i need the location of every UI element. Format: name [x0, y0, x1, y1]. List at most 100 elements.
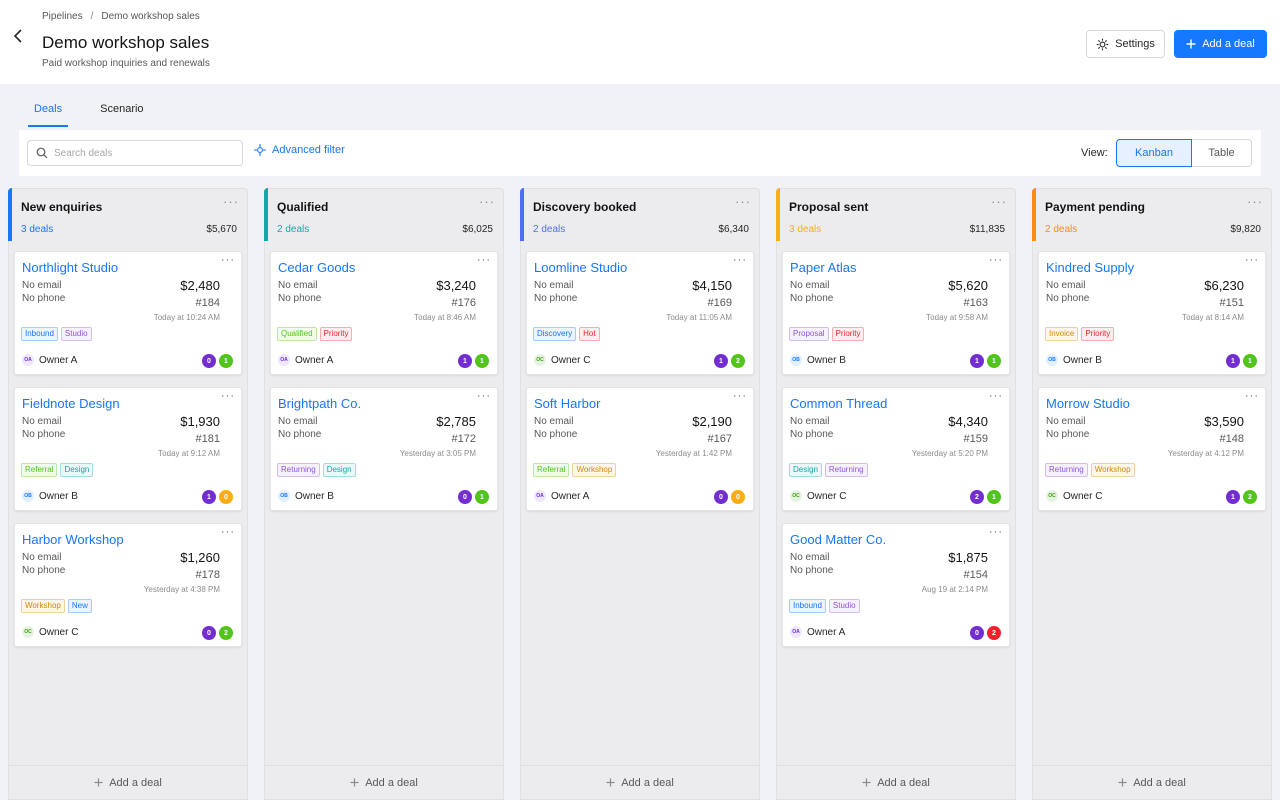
deal-title[interactable]: Common Thread	[790, 396, 888, 411]
card-more-icon[interactable]: ···	[221, 254, 235, 266]
deal-card[interactable]: Harbor Workshop ··· No email No phone $1…	[14, 523, 242, 647]
deal-title[interactable]: Northlight Studio	[22, 260, 119, 275]
deal-id: #169	[707, 297, 732, 309]
card-more-icon[interactable]: ···	[221, 390, 235, 402]
deal-id: #163	[963, 297, 988, 309]
deal-tag: Returning	[1045, 463, 1088, 477]
column-color-bar	[776, 188, 780, 241]
activity-count-badge: 0	[202, 626, 216, 640]
card-more-icon[interactable]: ···	[1245, 254, 1259, 266]
deal-title[interactable]: Loomline Studio	[534, 260, 628, 275]
deal-title[interactable]: Morrow Studio	[1046, 396, 1130, 411]
deal-email: No email	[1046, 280, 1086, 291]
deal-title[interactable]: Cedar Goods	[278, 260, 356, 275]
deal-card[interactable]: Brightpath Co. ··· No email No phone $2,…	[270, 387, 498, 511]
deal-card[interactable]: Northlight Studio ··· No email No phone …	[14, 251, 242, 375]
owner-avatar: OC	[1046, 490, 1058, 502]
deal-title[interactable]: Kindred Supply	[1046, 260, 1135, 275]
deal-title[interactable]: Fieldnote Design	[22, 396, 120, 411]
breadcrumb-current: Demo workshop sales	[101, 11, 200, 22]
owner-avatar: OB	[790, 354, 802, 366]
column-more-icon[interactable]: ···	[479, 194, 495, 209]
deal-amount: $1,875	[948, 550, 988, 565]
deal-tags: Inbound Studio	[21, 327, 92, 341]
deal-timestamp: Today at 11:05 AM	[666, 313, 732, 322]
deal-card[interactable]: Soft Harbor ··· No email No phone $2,190…	[526, 387, 754, 511]
owner-name: Owner B	[807, 354, 846, 366]
card-more-icon[interactable]: ···	[733, 254, 747, 266]
deal-title[interactable]: Good Matter Co.	[790, 532, 887, 547]
column-add-deal-button[interactable]: Add a deal	[9, 765, 247, 799]
card-more-icon[interactable]: ···	[221, 526, 235, 538]
deal-title[interactable]: Brightpath Co.	[278, 396, 362, 411]
card-more-icon[interactable]: ···	[477, 254, 491, 266]
deal-card[interactable]: Fieldnote Design ··· No email No phone $…	[14, 387, 242, 511]
back-arrow-icon[interactable]	[12, 28, 26, 44]
filter-crosshair-icon	[254, 144, 266, 156]
card-more-icon[interactable]: ···	[989, 390, 1003, 402]
deal-tags: Returning Design	[277, 463, 356, 477]
deal-phone: No phone	[22, 293, 66, 304]
search-input[interactable]	[54, 147, 224, 159]
tab-scenario[interactable]: Scenario	[100, 103, 144, 115]
search-box[interactable]	[27, 140, 243, 166]
card-more-icon[interactable]: ···	[1245, 390, 1259, 402]
card-more-icon[interactable]: ···	[733, 390, 747, 402]
advanced-filter-button[interactable]: Advanced filter	[254, 144, 345, 156]
deal-phone: No phone	[790, 293, 834, 304]
deal-card[interactable]: Cedar Goods ··· No email No phone $3,240…	[270, 251, 498, 375]
column-add-deal-button[interactable]: Add a deal	[1033, 765, 1271, 799]
column-more-icon[interactable]: ···	[735, 194, 751, 209]
deal-card[interactable]: Common Thread ··· No email No phone $4,3…	[782, 387, 1010, 511]
deal-tags: Design Returning	[789, 463, 868, 477]
owner-avatar: OA	[22, 354, 34, 366]
view-table-button[interactable]: Table	[1192, 139, 1252, 167]
deal-timestamp: Today at 10:24 AM	[153, 313, 220, 322]
deal-card[interactable]: Morrow Studio ··· No email No phone $3,5…	[1038, 387, 1266, 511]
add-deal-button[interactable]: Add a deal	[1174, 30, 1267, 58]
deal-card[interactable]: Paper Atlas ··· No email No phone $5,620…	[782, 251, 1010, 375]
deal-card[interactable]: Kindred Supply ··· No email No phone $6,…	[1038, 251, 1266, 375]
owner-avatar: OA	[790, 626, 802, 638]
deal-tags: Discovery Hot	[533, 327, 600, 341]
tab-deals[interactable]: Deals	[28, 103, 69, 127]
deal-timestamp: Today at 9:58 AM	[926, 313, 988, 322]
deal-phone: No phone	[534, 293, 578, 304]
deal-amount: $1,260	[180, 550, 220, 565]
add-deal-footer-label: Add a deal	[365, 776, 418, 789]
column-header: Qualified ··· 2 deals $6,025	[264, 188, 503, 241]
card-more-icon[interactable]: ···	[477, 390, 491, 402]
deal-card[interactable]: Good Matter Co. ··· No email No phone $1…	[782, 523, 1010, 647]
deal-tags: Proposal Priority	[789, 327, 865, 341]
deal-email: No email	[790, 280, 830, 291]
page-subtitle: Paid workshop inquiries and renewals	[42, 58, 210, 69]
deal-id: #151	[1219, 297, 1244, 309]
breadcrumb-pipelines[interactable]: Pipelines	[42, 11, 83, 22]
deal-title[interactable]: Soft Harbor	[534, 396, 601, 411]
activity-count-badge: 1	[1226, 490, 1240, 504]
activity-count-badge: 2	[970, 490, 984, 504]
column-more-icon[interactable]: ···	[991, 194, 1007, 209]
deal-phone: No phone	[1046, 429, 1090, 440]
column-deal-count: 2 deals	[277, 224, 310, 235]
card-more-icon[interactable]: ···	[989, 526, 1003, 538]
owner-name: Owner B	[39, 490, 78, 502]
card-more-icon[interactable]: ···	[989, 254, 1003, 266]
settings-button[interactable]: Settings	[1086, 30, 1165, 58]
deal-title[interactable]: Paper Atlas	[790, 260, 857, 275]
column-more-icon[interactable]: ···	[223, 194, 239, 209]
deal-timestamp: Yesterday at 4:38 PM	[143, 585, 220, 594]
deal-card[interactable]: Loomline Studio ··· No email No phone $4…	[526, 251, 754, 375]
owner-name: Owner B	[1063, 354, 1102, 366]
pipeline-column: Payment pending ··· 2 deals $9,820 Kindr…	[1032, 188, 1272, 800]
view-kanban-button[interactable]: Kanban	[1116, 139, 1192, 167]
deal-phone: No phone	[278, 293, 322, 304]
column-add-deal-button[interactable]: Add a deal	[777, 765, 1015, 799]
column-add-deal-button[interactable]: Add a deal	[265, 765, 503, 799]
column-add-deal-button[interactable]: Add a deal	[521, 765, 759, 799]
activity-count-badge: 1	[1243, 354, 1257, 368]
deal-title[interactable]: Harbor Workshop	[22, 532, 124, 547]
column-more-icon[interactable]: ···	[1247, 194, 1263, 209]
activity-count-badge: 1	[458, 354, 472, 368]
